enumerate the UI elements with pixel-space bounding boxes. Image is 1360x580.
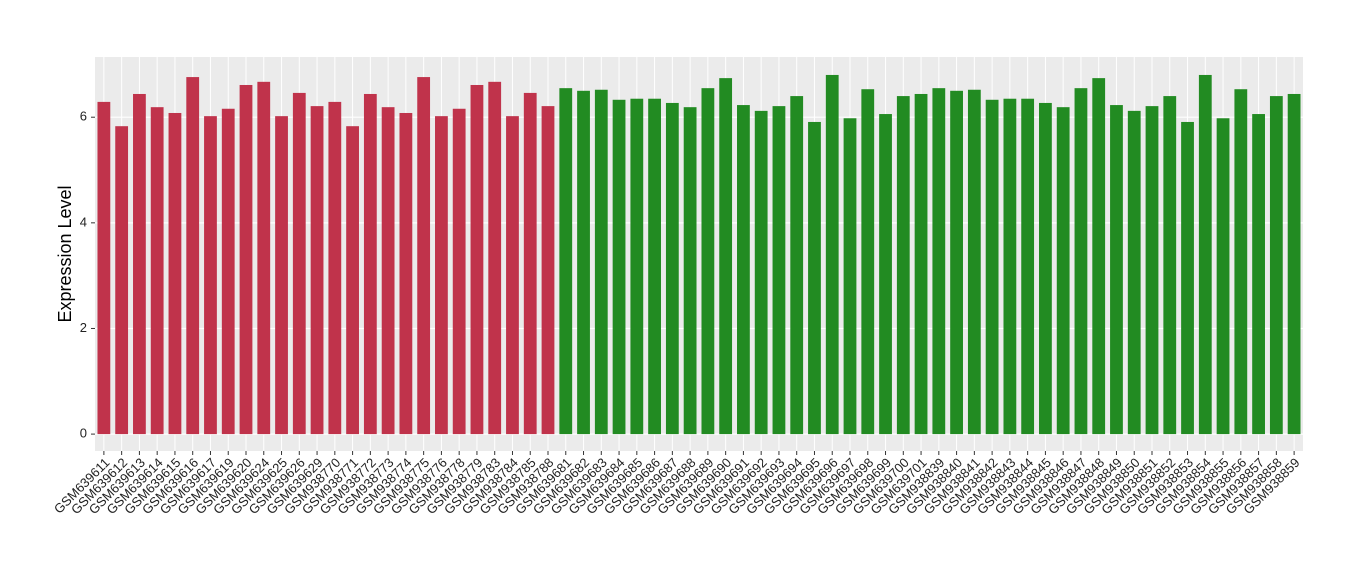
bar (577, 90, 590, 435)
bar (1056, 107, 1070, 435)
bar (221, 108, 235, 435)
bar (1145, 106, 1159, 435)
bar (1287, 93, 1301, 435)
y-tick-label: 4 (80, 214, 87, 229)
bar (665, 102, 679, 435)
bar (292, 92, 306, 435)
bar (275, 116, 288, 435)
bar (1234, 89, 1248, 435)
bar (1003, 98, 1017, 435)
bar (257, 81, 271, 435)
bar (488, 81, 502, 435)
bar (435, 116, 448, 435)
bar (399, 112, 413, 435)
bar (168, 112, 182, 435)
bar (630, 98, 644, 435)
bar (648, 98, 661, 435)
bar (1127, 110, 1141, 435)
bar (754, 110, 768, 435)
bar (772, 106, 786, 435)
bar (985, 99, 999, 435)
bar (1021, 98, 1035, 435)
bar (239, 84, 253, 435)
bar (1163, 96, 1177, 435)
bar (1269, 96, 1283, 435)
bar (967, 89, 981, 435)
bar (1110, 105, 1123, 435)
bar (825, 74, 839, 435)
bar (328, 101, 342, 435)
bar (115, 126, 129, 435)
bar (737, 105, 750, 435)
bar (932, 88, 946, 435)
bar (1039, 102, 1052, 435)
bar (541, 106, 555, 435)
bar (861, 89, 875, 435)
bar (683, 107, 697, 435)
bar (1074, 88, 1088, 435)
y-axis-label: Expression Level (55, 185, 75, 322)
bar (452, 108, 466, 435)
bar (559, 88, 573, 435)
bar (879, 114, 892, 435)
bar (808, 121, 821, 435)
bar (133, 93, 146, 435)
bar (470, 84, 484, 435)
bar (594, 89, 608, 435)
bar (346, 126, 359, 435)
bar (523, 92, 537, 435)
bar (363, 93, 377, 435)
bar (843, 118, 857, 435)
bar (1198, 74, 1212, 435)
bar (1216, 118, 1230, 435)
bar (914, 93, 928, 435)
bar (310, 106, 324, 435)
bar (204, 116, 217, 435)
bar (150, 107, 164, 435)
bar (97, 101, 111, 435)
bar (186, 77, 200, 435)
y-tick-label: 0 (80, 426, 87, 441)
bar (950, 90, 963, 435)
bar (417, 77, 431, 435)
bar (790, 96, 804, 435)
bar (896, 96, 910, 435)
y-tick-label: 2 (80, 320, 87, 335)
bar (1181, 121, 1194, 435)
bar (701, 88, 715, 435)
bar (506, 116, 519, 435)
bar (719, 78, 733, 435)
bar (381, 107, 395, 435)
bar (1252, 114, 1265, 435)
bar (1092, 78, 1106, 435)
y-tick-label: 6 (80, 109, 87, 124)
bar (612, 99, 626, 435)
